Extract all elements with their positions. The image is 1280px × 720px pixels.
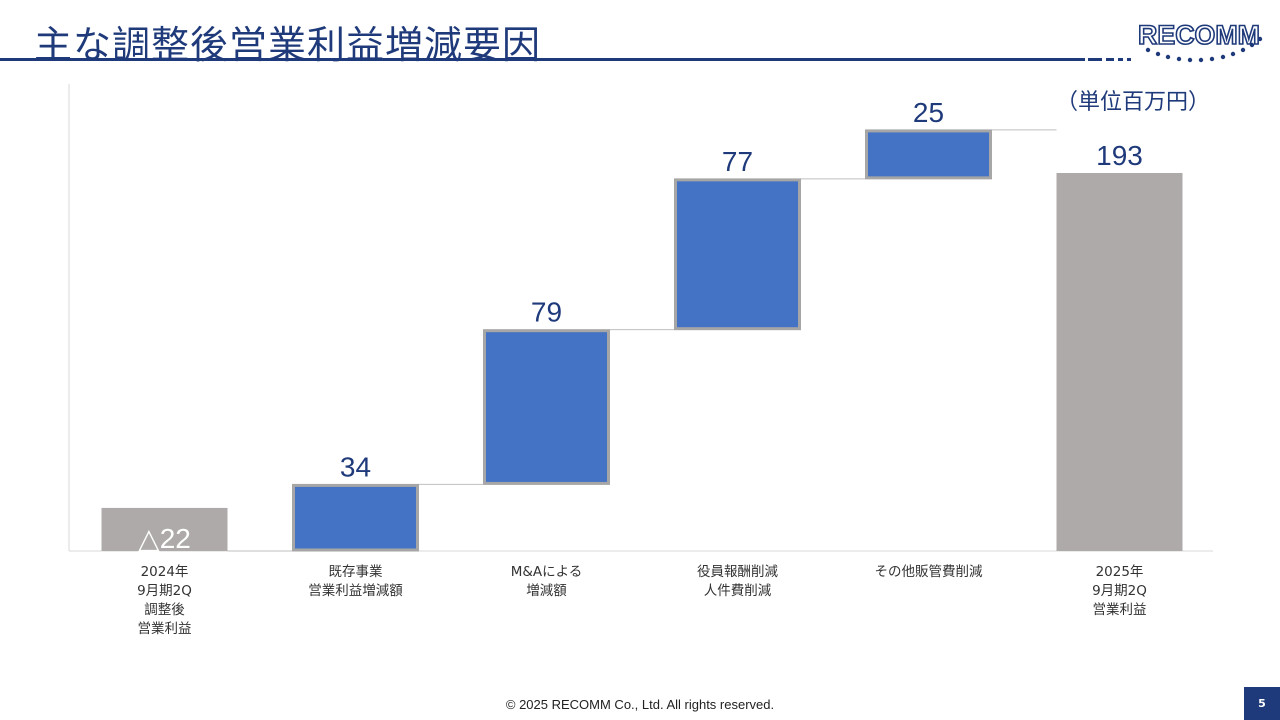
value-label-1: 34 <box>340 451 371 482</box>
value-label-3: 77 <box>722 146 753 177</box>
bar-5 <box>1056 173 1183 551</box>
category-label-2: M&Aによる増減額 <box>511 564 583 599</box>
category-label-line: 2025年 <box>1096 564 1144 580</box>
category-label-3: 役員報酬削減人件費削減 <box>697 563 778 599</box>
logo-text: RECOMM <box>1138 20 1260 50</box>
value-label-2: 79 <box>531 297 562 328</box>
category-label-0: 2024年 9月期2Q 調整後営業利益 <box>137 564 192 637</box>
category-label-line: 2024年 <box>141 564 189 580</box>
value-label-0: △22 <box>138 523 191 554</box>
value-label-4: 25 <box>913 97 944 128</box>
bar-4 <box>865 129 992 180</box>
category-label-line: 9月期2Q <box>137 583 192 599</box>
category-label-line: 調整後 <box>144 602 185 618</box>
value-label-5: 193 <box>1096 140 1143 171</box>
category-label-line: 人件費削減 <box>704 582 772 599</box>
category-label-1: 既存事業営業利益増減額 <box>308 564 403 599</box>
category-label-line: その他販管費削減 <box>875 563 983 580</box>
category-label-line: 営業利益 <box>1093 602 1147 618</box>
bar-2 <box>483 329 610 485</box>
unit-label: （単位百万円） <box>1055 90 1210 115</box>
title-rule <box>0 58 1085 61</box>
page-number: 5 <box>1244 687 1280 720</box>
bar-1 <box>292 483 419 552</box>
category-label-4: その他販管費削減 <box>875 563 983 580</box>
category-label-line: 営業利益増減額 <box>308 582 403 599</box>
category-label-line: 増減額 <box>526 582 567 599</box>
title-rule-dashes <box>1088 58 1133 61</box>
logo-dots <box>1145 36 1263 63</box>
bar-3 <box>674 178 801 331</box>
category-label-line: 既存事業 <box>329 564 383 580</box>
category-label-line: 営業利益 <box>138 621 192 637</box>
category-label-line: M&Aによる <box>511 564 583 580</box>
recomm-logo: RECOMM <box>1137 19 1263 63</box>
bar-0 <box>101 507 228 551</box>
copyright-footer: © 2025 RECOMM Co., Ltd. All rights reser… <box>505 697 775 712</box>
category-label-line: 役員報酬削減 <box>697 563 778 580</box>
category-label-5: 2025年 9月期2Q 営業利益 <box>1092 564 1147 618</box>
category-label-line: 9月期2Q <box>1092 583 1147 599</box>
